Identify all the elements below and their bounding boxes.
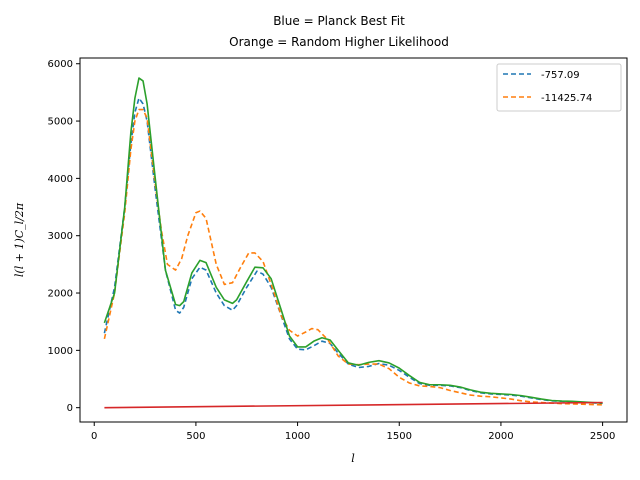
tick-layer: 0 500 1000 1500 2000 2500 0 1000 2000 3000 4000 500… [48, 59, 616, 442]
series-line-1 [103, 108, 603, 406]
series-layer [103, 77, 603, 409]
y-tick-label-6: 6000 [48, 59, 73, 70]
legend-box [496, 63, 622, 112]
y-axis-label: l(l + 1)C_l/2π [13, 202, 26, 277]
x-axis-label: l [351, 452, 355, 465]
y-tick-label-0: 0 [67, 403, 73, 414]
legend: -757.09 -11425.74 [496, 63, 622, 112]
y-tick-label-2: 2000 [48, 289, 73, 300]
chart-title-line1: Blue = Planck Best Fit [273, 14, 405, 28]
legend-label-series-1: -11425.74 [541, 93, 592, 104]
x-tick-label-4: 2000 [488, 431, 513, 442]
x-tick-label-2: 1000 [285, 431, 310, 442]
x-tick-label-3: 1500 [387, 431, 412, 442]
legend-label-series-0: -757.09 [541, 70, 580, 81]
y-tick-label-4: 4000 [48, 174, 73, 185]
x-tick-label-1: 500 [186, 431, 205, 442]
x-tick-label-0: 0 [91, 431, 97, 442]
series-line-0 [103, 97, 603, 405]
y-tick-label-3: 3000 [48, 231, 73, 242]
x-tick-label-5: 2500 [590, 431, 615, 442]
y-tick-label-5: 5000 [48, 117, 73, 128]
chart-title-line2: Orange = Random Higher Likelihood [229, 35, 449, 49]
plot-frame [79, 57, 628, 423]
series-line-2 [103, 77, 603, 404]
y-tick-label-1: 1000 [48, 346, 73, 357]
series-line-3 [104, 401, 603, 409]
